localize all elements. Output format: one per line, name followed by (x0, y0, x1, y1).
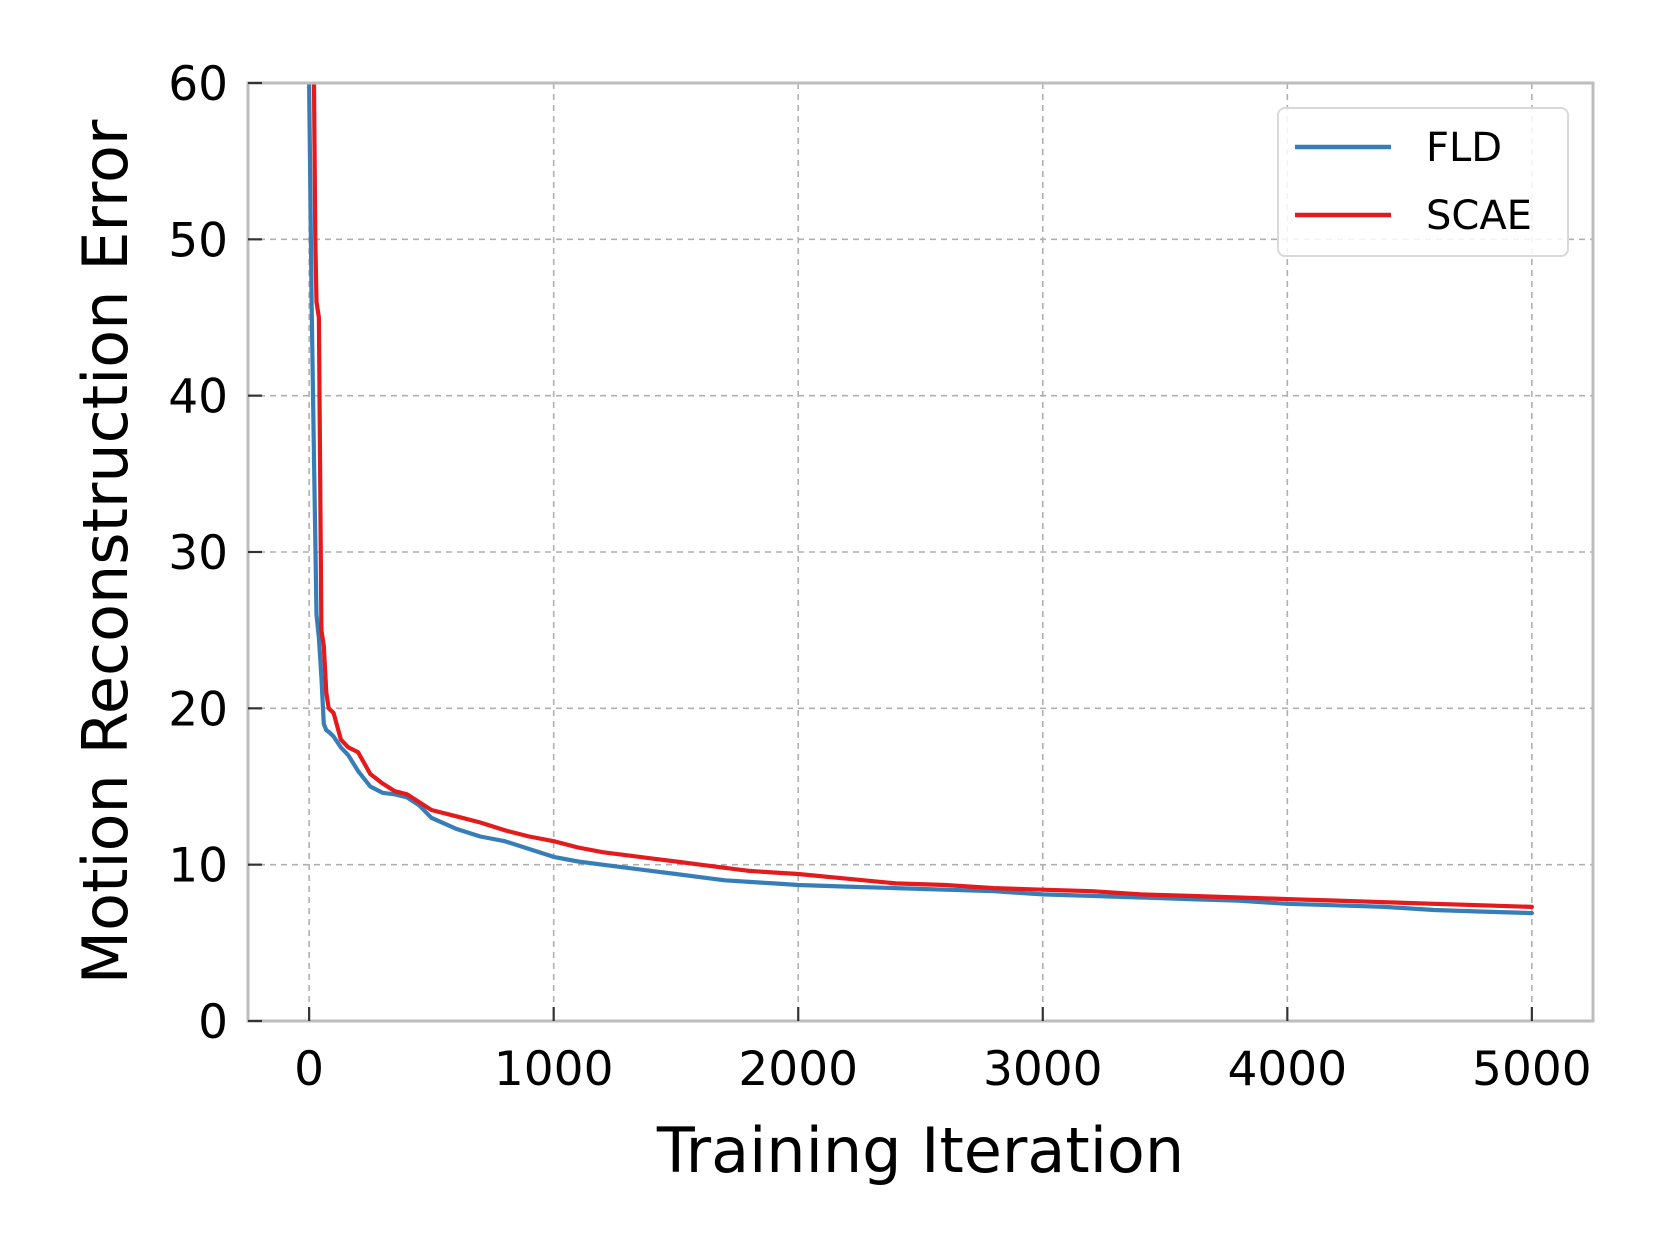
x-tick-label: 1000 (494, 1042, 614, 1097)
y-tick-label: 10 (168, 839, 228, 894)
series-layer (307, 83, 1534, 916)
x-tick-label: 2000 (738, 1042, 858, 1097)
y-tick-label: 50 (168, 213, 228, 268)
x-tick-label: 3000 (983, 1042, 1103, 1097)
y-axis-title: Motion Reconstruction Error (69, 119, 142, 984)
y-tick-label: 60 (168, 57, 228, 112)
axis-ticks: 0 1000 2000 3000 4000 5000 0 10 20 30 40 50 60 (168, 57, 1591, 1097)
legend: FLD SCAE (1277, 107, 1569, 257)
y-tick-label: 40 (168, 370, 228, 425)
y-tick-label: 0 (198, 995, 228, 1050)
x-axis-title: Training Iteration (656, 1114, 1184, 1187)
legend-label: SCAE (1426, 193, 1532, 239)
y-tick-label: 20 (168, 682, 228, 737)
x-tick-label: 4000 (1228, 1042, 1348, 1097)
y-tick-label: 30 (168, 526, 228, 581)
x-tick-label: 5000 (1472, 1042, 1592, 1097)
series-line-scae (311, 83, 1534, 909)
legend-label: FLD (1426, 125, 1502, 171)
series-line-fld (307, 83, 1534, 916)
x-tick-label: 0 (294, 1042, 324, 1097)
